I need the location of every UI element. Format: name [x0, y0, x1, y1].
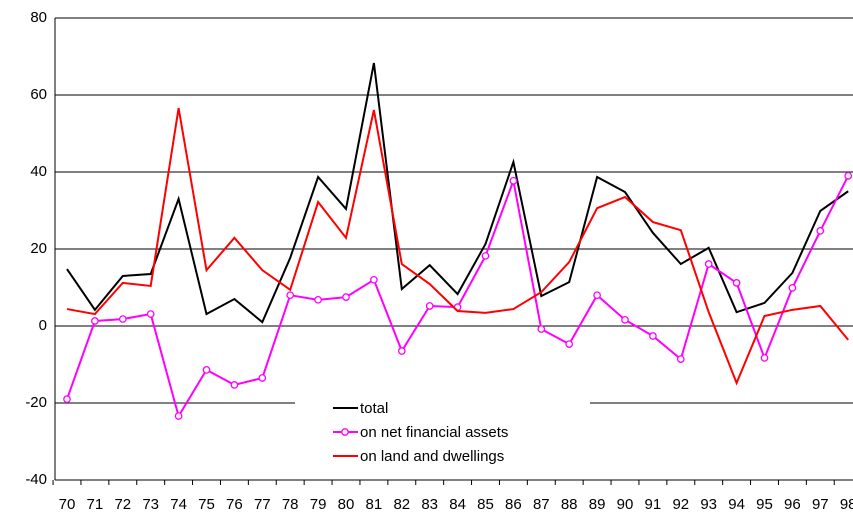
- y-tick-label: 0: [39, 317, 47, 334]
- point-marker: [342, 293, 350, 301]
- point-marker: [63, 395, 71, 403]
- y-tick-label: 40: [30, 163, 47, 180]
- x-tick-label: 71: [87, 496, 104, 513]
- point-marker: [286, 291, 295, 300]
- point-marker: [649, 332, 657, 340]
- point-marker: [258, 374, 267, 382]
- y-tick-label: 80: [30, 9, 47, 26]
- x-tick-label: 90: [617, 496, 634, 513]
- series-line: [66, 62, 849, 324]
- legend-label: on land and dwellings: [360, 448, 504, 465]
- point-marker: [676, 355, 685, 363]
- x-tick-label: 83: [421, 496, 438, 513]
- point-marker: [760, 354, 769, 362]
- y-tick-label: -40: [25, 471, 47, 488]
- x-tick-label: 74: [170, 496, 187, 513]
- x-tick-label: 92: [672, 496, 689, 513]
- point-marker: [481, 252, 490, 260]
- x-tick-label: 98: [840, 496, 853, 513]
- x-tick-label: 91: [645, 496, 662, 513]
- x-tick-label: 97: [812, 496, 829, 513]
- point-marker: [230, 381, 239, 389]
- x-tick-label: 93: [700, 496, 717, 513]
- point-marker: [509, 177, 518, 185]
- series-line: [66, 175, 850, 419]
- x-tick-label: 96: [784, 496, 801, 513]
- x-tick-label: 73: [142, 496, 159, 513]
- point-marker: [425, 302, 434, 310]
- x-tick-label: 80: [338, 496, 355, 513]
- point-marker: [370, 275, 378, 284]
- x-tick-label: 86: [505, 496, 522, 513]
- x-tick-label: 95: [756, 496, 773, 513]
- y-tick-label: 60: [30, 86, 47, 103]
- x-tick-label: 85: [477, 496, 494, 513]
- point-marker: [202, 366, 211, 374]
- point-marker: [732, 279, 741, 287]
- x-tick-label: 82: [393, 496, 410, 513]
- legend-label: total: [360, 400, 388, 417]
- legend-marker: [341, 428, 349, 436]
- point-marker: [314, 295, 322, 304]
- point-marker: [788, 284, 797, 292]
- x-tick-label: 81: [366, 496, 383, 513]
- point-marker: [146, 310, 155, 318]
- x-tick-label: 70: [59, 496, 76, 513]
- x-tick-label: 75: [198, 496, 215, 513]
- x-tick-label: 94: [728, 496, 745, 513]
- x-tick-label: 77: [254, 496, 271, 513]
- point-marker: [397, 347, 406, 355]
- x-tick-label: 87: [533, 496, 550, 513]
- point-marker: [621, 315, 629, 324]
- x-tick-label: 76: [226, 496, 243, 513]
- x-tick-label: 89: [589, 496, 606, 513]
- point-marker: [565, 340, 574, 348]
- point-marker: [844, 172, 853, 180]
- x-tick-label: 72: [114, 496, 131, 513]
- x-tick-label: 88: [561, 496, 578, 513]
- point-marker: [174, 412, 183, 420]
- point-marker: [537, 325, 546, 333]
- x-tick-label: 79: [310, 496, 327, 513]
- x-tick-label: 78: [282, 496, 299, 513]
- y-tick-label: 20: [30, 240, 47, 257]
- point-marker: [704, 260, 713, 268]
- x-tick-label: 84: [449, 496, 466, 513]
- point-marker: [816, 227, 825, 235]
- point-marker: [91, 317, 99, 325]
- point-marker: [118, 315, 127, 323]
- legend-label: on net financial assets: [360, 424, 508, 441]
- series-line: [66, 107, 849, 386]
- y-tick-label: -20: [25, 394, 47, 411]
- point-marker: [593, 291, 601, 300]
